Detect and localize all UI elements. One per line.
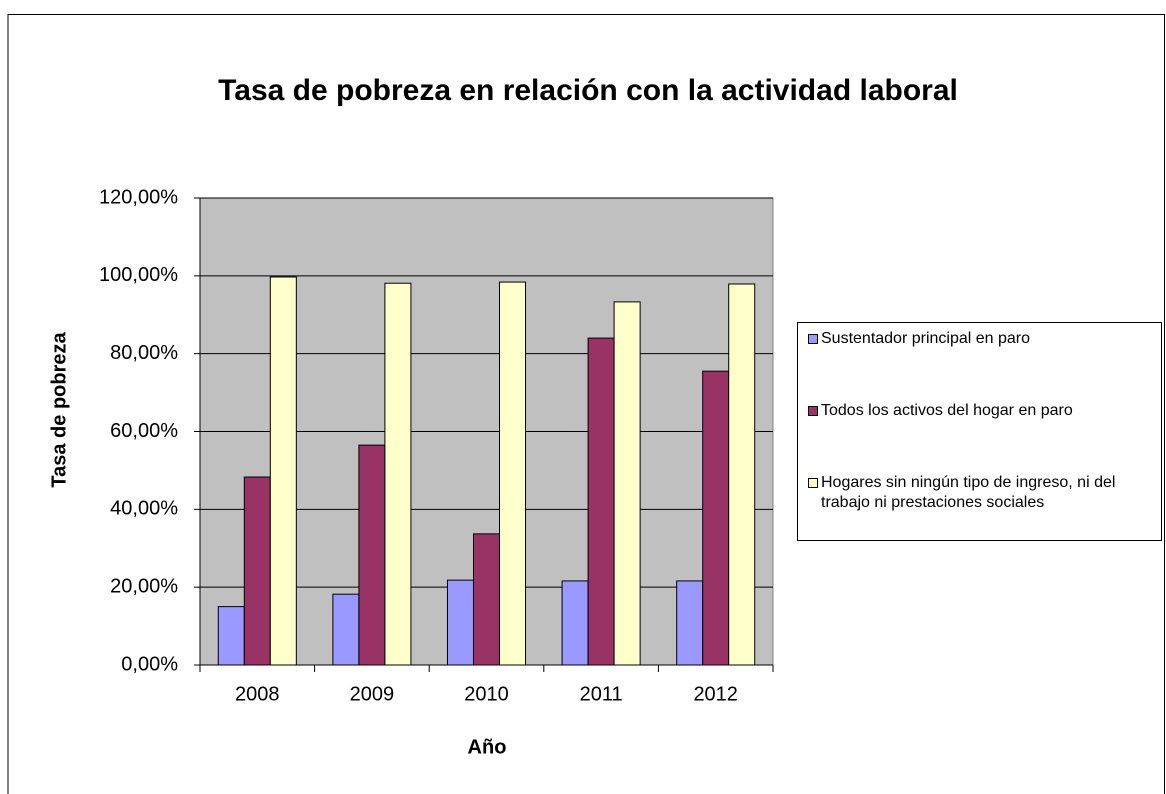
legend-label: Sustentador principal en paro [821,330,1031,347]
x-tick-label: 2010 [464,683,509,705]
bar [446,579,474,666]
bar [561,580,589,666]
y-tick-label: 120,00% [99,186,178,208]
legend-entry: Sustentador principal en paro [808,329,1153,349]
legend-swatch [808,478,818,488]
bar [702,370,730,666]
bar [332,593,360,666]
legend: Sustentador principal en paro Todos los a… [797,322,1162,541]
legend-entry: Hogares sin ningún tipo de ingreso, ni d… [808,473,1153,513]
y-tick-label: 100,00% [99,264,178,286]
bar [613,301,641,666]
bar [269,276,297,666]
bar [728,283,756,666]
y-tick-label: 80,00% [110,342,178,364]
legend-swatch [808,334,818,344]
bar [587,337,615,666]
legend-label: Todos los activos del hogar en paro [821,402,1073,419]
bar [217,606,245,666]
chart-border [7,14,1165,794]
x-tick-label: 2008 [235,683,280,705]
x-tick-label: 2011 [580,683,623,705]
bar [358,444,386,666]
y-tick-label: 20,00% [110,575,178,597]
legend-swatch [808,406,818,416]
x-axis-title: Año [468,736,507,758]
x-tick-label: 2012 [693,683,738,705]
legend-label: Hogares sin ningún tipo de ingreso, ni d… [821,474,1116,511]
chart-title: Tasa de pobreza en relación con la activ… [218,74,958,107]
y-tick-label: 60,00% [110,420,178,442]
bar [499,281,527,666]
bar [243,476,271,666]
bar [676,580,704,666]
y-axis-title: Tasa de pobreza [48,332,70,488]
bar [384,282,412,666]
y-tick-label: 0,00% [121,653,178,675]
y-tick-label: 40,00% [110,498,178,520]
x-tick-label: 2009 [350,683,395,705]
legend-entry: Todos los activos del hogar en paro [808,401,1153,421]
bar [472,533,501,666]
